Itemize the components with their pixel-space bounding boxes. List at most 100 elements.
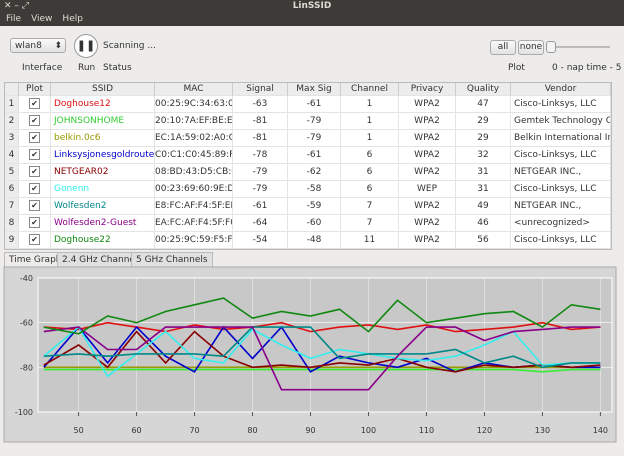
mac-cell: 00:25:9C:59:F5:FC <box>155 232 233 249</box>
mac-cell: E8:FC:AF:F4:5F:EF <box>155 198 233 215</box>
index-cell: 1 <box>5 96 19 113</box>
menu-item[interactable]: Help <box>62 14 83 24</box>
quality-cell: 29 <box>456 113 511 130</box>
vendor-cell: Belkin International Inc <box>511 130 611 147</box>
channel-cell: 1 <box>341 113 399 130</box>
window-title: LinSSID <box>0 0 624 13</box>
x-tick-label: 70 <box>189 426 199 435</box>
ssid-cell: Gonenn <box>51 181 155 198</box>
plot-checkbox[interactable]: ✔ <box>19 113 51 130</box>
plot-checkbox[interactable]: ✔ <box>19 147 51 164</box>
y-tick-label: -80 <box>20 363 33 372</box>
time-graph: -40 -60 -80 -100 50 60 70 80 90 100 110 120 130 140 <box>3 266 617 443</box>
channel-cell: 6 <box>341 164 399 181</box>
vendor-cell: <unrecognized> <box>511 215 611 232</box>
index-cell: 5 <box>5 164 19 181</box>
quality-cell: 46 <box>456 215 511 232</box>
privacy-cell: WPA2 <box>399 130 456 147</box>
ssid-cell: NETGEAR02 <box>51 164 155 181</box>
plot-label: Plot <box>508 63 525 73</box>
signal-cell: -79 <box>233 164 288 181</box>
mac-cell: C0:C1:C0:45:89:F8 <box>155 147 233 164</box>
quality-cell: 47 <box>456 96 511 113</box>
channel-cell: 11 <box>341 232 399 249</box>
nap-label: 0 - nap time - 5 <box>552 63 622 73</box>
privacy-cell: WPA2 <box>399 164 456 181</box>
all-button[interactable]: all <box>490 40 516 55</box>
signal-line <box>43 326 601 391</box>
column-header: Max Sig <box>288 83 341 96</box>
column-header: MAC <box>155 83 233 96</box>
column-header: Signal <box>233 83 288 96</box>
channel-cell: 7 <box>341 198 399 215</box>
signal-cell: -63 <box>233 96 288 113</box>
max-cell: -59 <box>288 198 341 215</box>
plot-checkbox[interactable]: ✔ <box>19 164 51 181</box>
signal-line <box>43 368 601 373</box>
quality-cell: 32 <box>456 147 511 164</box>
nap-slider[interactable] <box>548 46 610 48</box>
interface-value: wlan8 <box>15 41 42 51</box>
max-cell: -58 <box>288 181 341 198</box>
max-cell: -48 <box>288 232 341 249</box>
menu-item[interactable]: View <box>31 14 53 24</box>
privacy-cell: WPA2 <box>399 147 456 164</box>
mac-cell: 20:10:7A:EF:BE:EF <box>155 113 233 130</box>
x-tick-label: 60 <box>131 426 141 435</box>
index-cell: 6 <box>5 181 19 198</box>
x-tick-label: 120 <box>477 426 492 435</box>
privacy-cell: WPA2 <box>399 96 456 113</box>
max-cell: -62 <box>288 164 341 181</box>
x-tick-label: 90 <box>305 426 315 435</box>
ssid-cell: Wolfesden2 <box>51 198 155 215</box>
channel-cell: 6 <box>341 147 399 164</box>
plot-checkbox[interactable]: ✔ <box>19 130 51 147</box>
x-tick-label: 130 <box>535 426 550 435</box>
slider-handle[interactable] <box>546 41 556 53</box>
x-tick-label: 80 <box>247 426 257 435</box>
signal-cell: -81 <box>233 113 288 130</box>
channel-cell: 1 <box>341 130 399 147</box>
plot-checkbox[interactable]: ✔ <box>19 232 51 249</box>
x-tick-label: 140 <box>593 426 608 435</box>
channel-cell: 6 <box>341 181 399 198</box>
channel-cell: 7 <box>341 215 399 232</box>
vendor-cell: NETGEAR INC., <box>511 164 611 181</box>
max-cell: -61 <box>288 147 341 164</box>
vendor-cell: Cisco-Linksys, LLC <box>511 96 611 113</box>
privacy-cell: WPA2 <box>399 198 456 215</box>
none-button[interactable]: none <box>518 40 544 55</box>
x-tick-label: 100 <box>361 426 376 435</box>
interface-label: Interface <box>22 63 63 73</box>
plot-checkbox[interactable]: ✔ <box>19 198 51 215</box>
ssid-table: Plot SSID MAC Signal Max Sig Channel Privacy Qu… <box>4 82 612 250</box>
tab[interactable]: 5 GHz Channels <box>131 252 213 267</box>
column-header: Vendor <box>511 83 611 96</box>
header-cell <box>5 83 19 96</box>
y-tick-label: -100 <box>15 408 33 417</box>
ssid-cell: belkin.0c6 <box>51 130 155 147</box>
column-header: Plot <box>19 83 51 96</box>
plot-checkbox[interactable]: ✔ <box>19 215 51 232</box>
y-tick-label: -60 <box>20 319 33 328</box>
mac-cell: 00:23:69:60:9E:DB <box>155 181 233 198</box>
ssid-cell: Doghouse12 <box>51 96 155 113</box>
signal-line <box>43 330 601 373</box>
menu-bar: File View Help <box>0 13 624 26</box>
privacy-cell: WPA2 <box>399 215 456 232</box>
interface-combo[interactable]: wlan8 ⬍ <box>10 38 66 53</box>
signal-cell: -64 <box>233 215 288 232</box>
menu-item[interactable]: File <box>6 14 22 24</box>
index-cell: 9 <box>5 232 19 249</box>
plot-checkbox[interactable]: ✔ <box>19 181 51 198</box>
plot-checkbox[interactable]: ✔ <box>19 96 51 113</box>
ssid-cell: Wolfesden2-Guest <box>51 215 155 232</box>
window-controls[interactable]: ✕ – ⤢ <box>4 1 29 11</box>
index-cell: 8 <box>5 215 19 232</box>
index-cell: 7 <box>5 198 19 215</box>
run-button[interactable]: ❚❚ <box>74 34 98 58</box>
index-cell: 2 <box>5 113 19 130</box>
column-header: SSID <box>51 83 155 96</box>
ssid-cell: JOHNSONHOME <box>51 113 155 130</box>
quality-cell: 49 <box>456 198 511 215</box>
